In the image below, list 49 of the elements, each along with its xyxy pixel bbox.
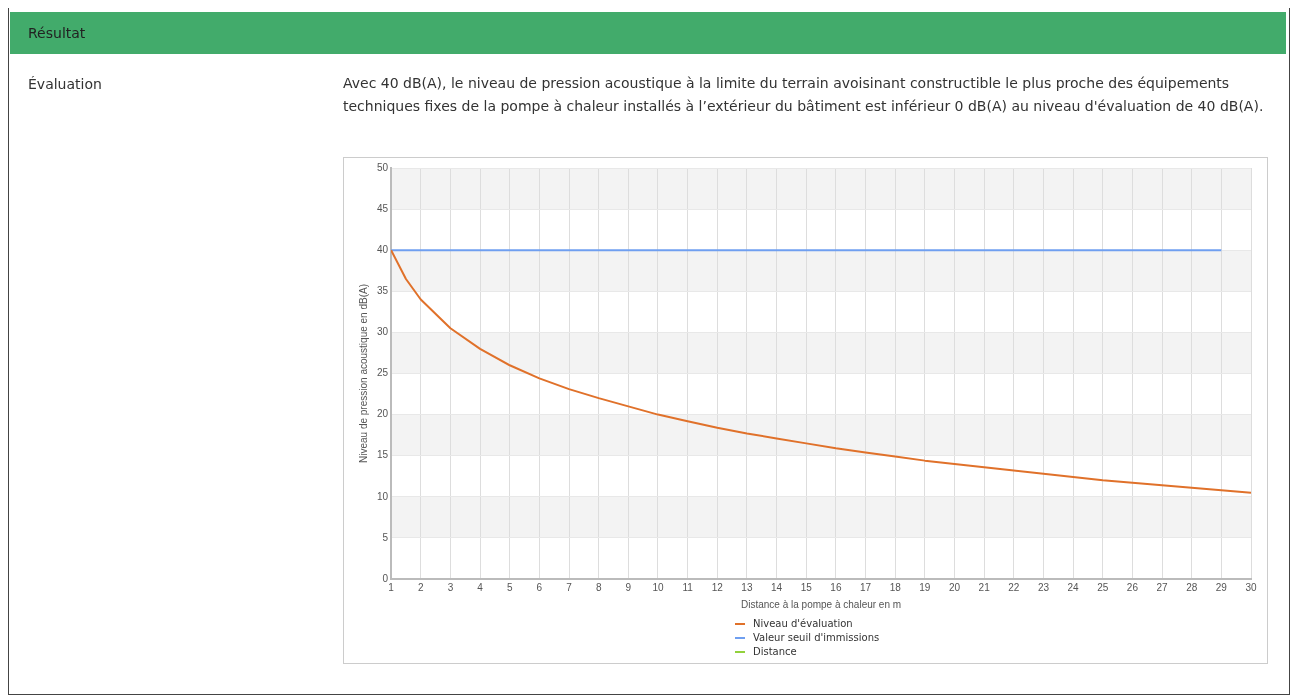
x-tick-label: 9: [625, 581, 632, 593]
x-tick-label: 24: [1067, 581, 1080, 593]
y-tick-label: 45: [377, 202, 389, 214]
y-tick-label: 50: [377, 161, 389, 173]
x-tick-label: 25: [1097, 581, 1109, 593]
text: Évaluation: [28, 76, 102, 92]
x-tick-label: 23: [1037, 581, 1050, 593]
y-tick-label: 0: [382, 572, 389, 584]
x-tick-label: 8: [595, 581, 602, 593]
x-tick-label: 15: [800, 581, 813, 593]
chart-subtitle: Avec 40 dB(A), le niveau de pression acoustique à la limite du terrain avoisinant constructible le plus proche des équipements techniques fixes de la pompe à chaleur installés à l’extérieur du bâtiment est inférieur 0 dB(A) au niveau d'évaluation de 40 dB(A).: [343, 74, 1265, 116]
x-tick-label: 19: [919, 581, 931, 593]
x-tick-label: 7: [566, 581, 573, 593]
y-axis-title: Niveau de pression acoustique en dB(A): [357, 284, 369, 463]
x-tick-label: 5: [506, 581, 513, 593]
y-tick-label: 30: [377, 326, 389, 338]
y-tick-label: 10: [377, 490, 389, 502]
y-tick-label: 35: [377, 285, 389, 297]
x-tick-label: 13: [741, 581, 753, 593]
x-tick-label: 12: [711, 581, 724, 593]
x-tick-label: 2: [417, 581, 424, 593]
y-tick-label: 20: [377, 408, 389, 420]
y-tick-label: 5: [382, 531, 389, 543]
y-tick-label: 40: [377, 243, 389, 255]
x-tick-label: 4: [477, 581, 484, 593]
y-tick-label: 15: [377, 449, 389, 461]
x-tick-label: 30: [1245, 581, 1257, 593]
legend-label: Valeur seuil d'immissions: [753, 631, 880, 645]
x-tick-label: 14: [771, 581, 783, 593]
x-tick-label: 29: [1215, 581, 1228, 593]
x-tick-label: 21: [978, 581, 991, 593]
text: Résultat: [10, 12, 1286, 54]
x-tick-label: 22: [1008, 581, 1020, 593]
x-axis-title: Distance à la pompe à chaleur en m: [741, 598, 902, 610]
x-tick-label: 6: [536, 581, 543, 593]
x-tick-label: 11: [682, 581, 694, 593]
x-tick-label: 10: [652, 581, 664, 593]
legend-label: Distance: [753, 645, 797, 659]
x-tick-label: 20: [948, 581, 961, 593]
x-tick-label: 16: [830, 581, 842, 593]
x-tick-label: 1: [388, 581, 395, 593]
x-tick-label: 27: [1156, 581, 1169, 593]
x-tick-label: 3: [447, 581, 454, 593]
y-tick-label: 25: [377, 367, 389, 379]
x-tick-label: 28: [1186, 581, 1198, 593]
x-tick-label: 17: [859, 581, 872, 593]
legend-label: Niveau d'évaluation: [753, 617, 853, 631]
x-tick-label: 18: [889, 581, 902, 593]
x-tick-label: 26: [1126, 581, 1139, 593]
